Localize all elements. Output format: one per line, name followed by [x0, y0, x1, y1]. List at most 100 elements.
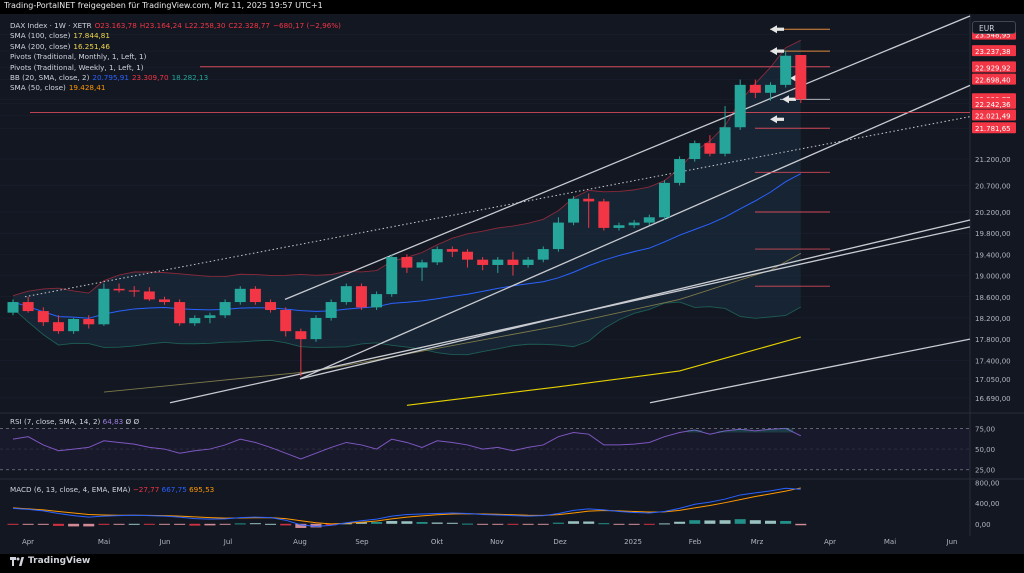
- price-tag: [972, 122, 1016, 134]
- macd-histogram-bar: [310, 523, 322, 528]
- rsi-overbought-fill: [687, 428, 794, 433]
- bollinger-basis-line: [12, 173, 802, 319]
- legend-bb-row[interactable]: BB (20, SMA, close, 2) 20.795,91 23.309,…: [10, 73, 341, 83]
- macd-histogram-bar: [507, 523, 519, 525]
- candle-body: [7, 302, 19, 313]
- candle-body: [37, 311, 49, 323]
- macd-histogram-bar: [128, 523, 140, 525]
- macd-histogram-bar: [98, 523, 110, 525]
- macd-legend-hist: −27,77: [132, 485, 160, 494]
- macd-histogram-bar: [295, 523, 307, 528]
- candle-body: [98, 288, 110, 325]
- time-tick-label: Apr: [22, 538, 34, 546]
- macd-legend[interactable]: MACD (6, 13, close, 4, EMA, EMA) −27,77 …: [10, 485, 214, 494]
- time-tick-label: Aug: [293, 538, 307, 546]
- legend-pivots-monthly-row[interactable]: Pivots (Traditional, Monthly, 1, Left, 1…: [10, 52, 341, 62]
- trend-channel-upper: [284, 15, 971, 301]
- macd-histogram-bar: [795, 523, 807, 526]
- candle-body: [325, 302, 337, 318]
- macd-legend-label: MACD (6, 13, close, 4, EMA, EMA): [10, 485, 131, 494]
- macd-histogram-bar: [780, 520, 792, 524]
- legend-bb-lower: 18.282,13: [171, 73, 209, 83]
- arrow-icon: [770, 47, 777, 56]
- time-tick-label: 2025: [624, 538, 642, 546]
- candle-body: [128, 290, 140, 292]
- candle-body: [340, 286, 352, 303]
- price-tick-label: 19.400,00: [975, 251, 1011, 259]
- currency-button[interactable]: EUR: [972, 21, 1016, 34]
- macd-histogram-bar: [462, 523, 473, 525]
- candle-body: [265, 302, 277, 310]
- macd-histogram-bar: [704, 520, 716, 524]
- time-tick-label: Jul: [223, 538, 233, 546]
- macd-histogram-bar: [265, 523, 277, 525]
- candle-body: [780, 55, 792, 85]
- rsi-legend-ma2: Ø: [133, 417, 140, 426]
- macd-histogram-bar: [537, 523, 549, 525]
- candle-body: [249, 288, 261, 303]
- legend-sma100-row[interactable]: SMA (100, close) 17.844,81: [10, 31, 341, 41]
- legend-pivots-weekly-row[interactable]: Pivots (Traditional, Weekly, 1, Left, 1): [10, 63, 341, 73]
- chart-svg[interactable]: 23.548,9523.237,3822.929,9222.698,4022.3…: [0, 14, 1024, 554]
- rsi-tick-label: 75,00: [975, 425, 995, 433]
- rsi-legend-ma: Ø: [125, 417, 132, 426]
- rsi-legend[interactable]: RSI (7, close, SMA, 14, 2) 64,83 Ø Ø: [10, 417, 139, 426]
- rsi-tick-label: 50,00: [975, 446, 995, 454]
- macd-histogram-bar: [674, 521, 686, 524]
- candle-body: [386, 257, 398, 295]
- legend-bb-upper: 23.309,70: [131, 73, 169, 83]
- candle-body: [52, 322, 64, 332]
- share-caption: Trading-PortalNET freigegeben für Tradin…: [4, 1, 323, 10]
- macd-histogram-bar: [83, 523, 95, 527]
- legend-sma50-row[interactable]: SMA (50, close) 19.428,41: [10, 83, 341, 93]
- macd-histogram-bar: [7, 523, 19, 525]
- legend-symbol-row[interactable]: DAX Index · 1W · XETR O23.163,78 H23.164…: [10, 21, 341, 31]
- rsi-tick-label: 25,00: [975, 467, 995, 475]
- trend-line-long: [649, 338, 971, 404]
- price-tick-label: 22.929,92: [975, 64, 1011, 72]
- candle-body: [219, 302, 231, 316]
- macd-histogram-bar: [204, 523, 216, 526]
- price-tag: [972, 97, 1016, 109]
- macd-histogram-bar: [431, 522, 443, 524]
- time-tick-label: Mrz: [751, 538, 764, 546]
- footer-branding[interactable]: TradingView: [10, 556, 90, 566]
- time-tick-label: Sep: [355, 538, 369, 546]
- time-tick-label: Nov: [490, 538, 504, 546]
- legend-close: C22.328,77: [228, 21, 271, 30]
- candle-body: [295, 331, 307, 340]
- price-tick-label: 17.400,00: [975, 357, 1011, 365]
- macd-line: [12, 487, 801, 527]
- arrow-icon: [770, 25, 777, 34]
- candle-body: [537, 249, 549, 260]
- macd-histogram-bar: [325, 523, 337, 526]
- legend-sma50-value: 19.428,41: [68, 83, 106, 93]
- arrow-icon: [782, 95, 789, 104]
- macd-histogram-bar: [355, 522, 367, 524]
- legend-symbol[interactable]: DAX Index · 1W · XETR: [10, 21, 92, 30]
- macd-histogram-bar: [598, 523, 610, 525]
- candle-body: [204, 315, 216, 318]
- macd-histogram-bar: [583, 521, 595, 524]
- macd-legend-signal: 695,53: [189, 485, 215, 494]
- macd-histogram-bar: [643, 523, 655, 525]
- macd-histogram-bar: [234, 523, 246, 525]
- chart-area[interactable]: 23.548,9523.237,3822.929,9222.698,4022.3…: [0, 14, 1024, 554]
- footer-brand-text: TradingView: [28, 556, 91, 566]
- macd-histogram-bar: [765, 520, 776, 524]
- candle-body: [462, 251, 473, 260]
- price-tick-label: 22.698,40: [975, 77, 1011, 85]
- legend-sma200-value: 16.251,46: [73, 41, 110, 51]
- price-tick-label: 19.800,00: [975, 230, 1011, 238]
- rsi-line: [12, 427, 802, 460]
- arrow-icon: [777, 117, 784, 121]
- candle-body: [446, 249, 458, 252]
- price-tick-label: 19.000,00: [975, 273, 1011, 281]
- legend-sma100-value: 17.844,81: [73, 31, 110, 41]
- macd-legend-macd: 667,75: [161, 485, 187, 494]
- price-tick-label: 20.700,00: [975, 183, 1011, 191]
- legend-sma200-row[interactable]: SMA (200, close) 16.251,46: [10, 42, 341, 52]
- price-tick-label: 23.237,38: [975, 48, 1011, 56]
- macd-histogram-bar: [219, 523, 231, 525]
- candle-body: [492, 259, 504, 265]
